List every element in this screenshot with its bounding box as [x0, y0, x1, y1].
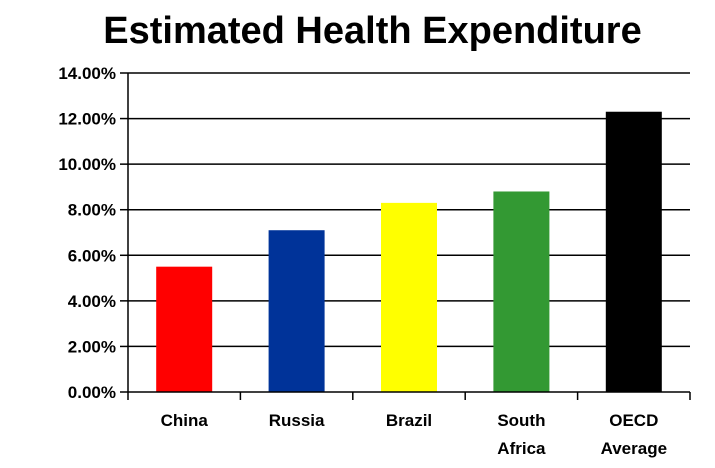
- x-category-label-line: Russia: [269, 411, 325, 430]
- x-category-label: Russia: [269, 411, 325, 430]
- x-category-label: Brazil: [386, 411, 432, 430]
- x-category-label-line: Africa: [497, 439, 546, 458]
- y-tick-label: 6.00%: [68, 246, 116, 265]
- bar: [156, 266, 213, 392]
- axes: [120, 72, 691, 400]
- x-category-label: OECD Average: [601, 411, 667, 458]
- x-category-labels: China Russia Brazil South Africa OECD Average: [161, 411, 667, 458]
- y-tick-labels: 0.00% 2.00% 4.00% 6.00% 8.00% 10.00% 12.00% 14.…: [58, 64, 116, 402]
- x-category-label: South Africa: [497, 411, 546, 458]
- y-tick-label: 14.00%: [58, 64, 116, 83]
- x-category-label-line: China: [161, 411, 209, 430]
- bar: [493, 191, 550, 392]
- x-category-label: China: [161, 411, 209, 430]
- y-tick-label: 4.00%: [68, 292, 116, 311]
- bar: [381, 202, 437, 392]
- y-tick-label: 8.00%: [68, 201, 116, 220]
- y-tick-label: 0.00%: [68, 383, 116, 402]
- x-category-label-line: South: [497, 411, 545, 430]
- bar: [605, 111, 662, 392]
- x-category-label-line: Average: [601, 439, 667, 458]
- x-category-label-line: Brazil: [386, 411, 432, 430]
- y-tick-label: 10.00%: [58, 155, 116, 174]
- x-category-label-line: OECD: [609, 411, 658, 430]
- chart-title: Estimated Health Expenditure: [103, 10, 642, 52]
- y-tick-label: 12.00%: [58, 110, 116, 129]
- bar: [268, 230, 325, 392]
- bars: [156, 111, 662, 392]
- y-tick-label: 2.00%: [68, 337, 116, 356]
